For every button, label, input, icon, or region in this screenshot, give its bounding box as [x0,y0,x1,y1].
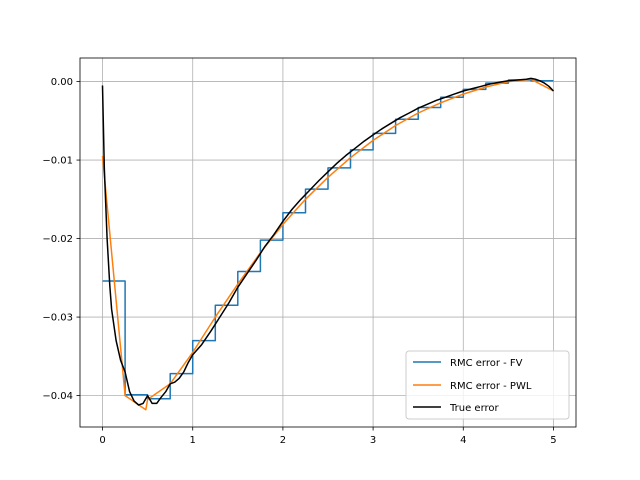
y-tick-label: 0.00 [51,77,73,88]
legend-box [405,350,570,420]
x-tick-label: 4 [460,435,466,446]
y-tick-label: −0.03 [42,313,73,324]
x-tick-label: 3 [370,435,376,446]
x-tick-label: 0 [99,435,105,446]
ticks: 0 1 2 3 4 5 0.00 −0.01 −0.02 −0.03 −0.04 [42,77,556,446]
series-rmc-error-fv [102,79,554,400]
x-tick-label: 2 [280,435,286,446]
legend: RMC error - FV RMC error - PWL True erro… [405,350,570,420]
x-tick-label: 1 [190,435,196,446]
series-true-error [101,77,555,406]
legend-label-pwl: RMC error - PWL [450,381,532,392]
legend-label-true: True error [449,403,500,414]
grid [80,58,576,427]
x-tick-label: 5 [550,435,556,446]
y-tick-label: −0.01 [42,156,73,167]
y-tick-label: −0.02 [42,234,73,245]
series-rmc-error-pwl [101,78,554,411]
plot-frame [79,57,577,428]
y-tick-label: −0.04 [42,391,73,402]
legend-label-fv: RMC error - FV [450,358,523,369]
series-group [101,77,555,411]
